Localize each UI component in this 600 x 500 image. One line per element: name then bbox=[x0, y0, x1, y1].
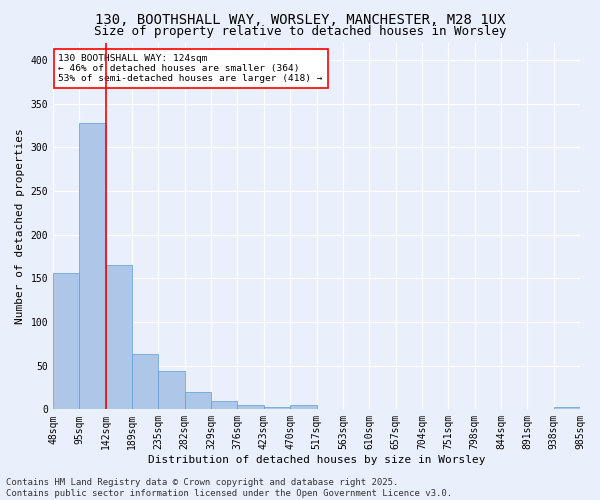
Bar bbox=[106, 265, 132, 410]
Bar bbox=[79, 123, 106, 410]
Y-axis label: Number of detached properties: Number of detached properties bbox=[15, 128, 25, 324]
Text: 130, BOOTHSHALL WAY, WORSLEY, MANCHESTER, M28 1UX: 130, BOOTHSHALL WAY, WORSLEY, MANCHESTER… bbox=[95, 12, 505, 26]
Bar bbox=[53, 273, 79, 409]
Bar bbox=[238, 405, 264, 409]
Bar bbox=[211, 402, 238, 409]
Bar bbox=[554, 406, 580, 410]
Text: Size of property relative to detached houses in Worsley: Size of property relative to detached ho… bbox=[94, 25, 506, 38]
Bar bbox=[158, 371, 185, 410]
Bar bbox=[185, 392, 211, 409]
X-axis label: Distribution of detached houses by size in Worsley: Distribution of detached houses by size … bbox=[148, 455, 485, 465]
Text: Contains HM Land Registry data © Crown copyright and database right 2025.
Contai: Contains HM Land Registry data © Crown c… bbox=[6, 478, 452, 498]
Bar bbox=[132, 354, 158, 410]
Bar bbox=[264, 406, 290, 410]
Text: 130 BOOTHSHALL WAY: 124sqm
← 46% of detached houses are smaller (364)
53% of sem: 130 BOOTHSHALL WAY: 124sqm ← 46% of deta… bbox=[58, 54, 323, 84]
Bar bbox=[290, 405, 317, 409]
